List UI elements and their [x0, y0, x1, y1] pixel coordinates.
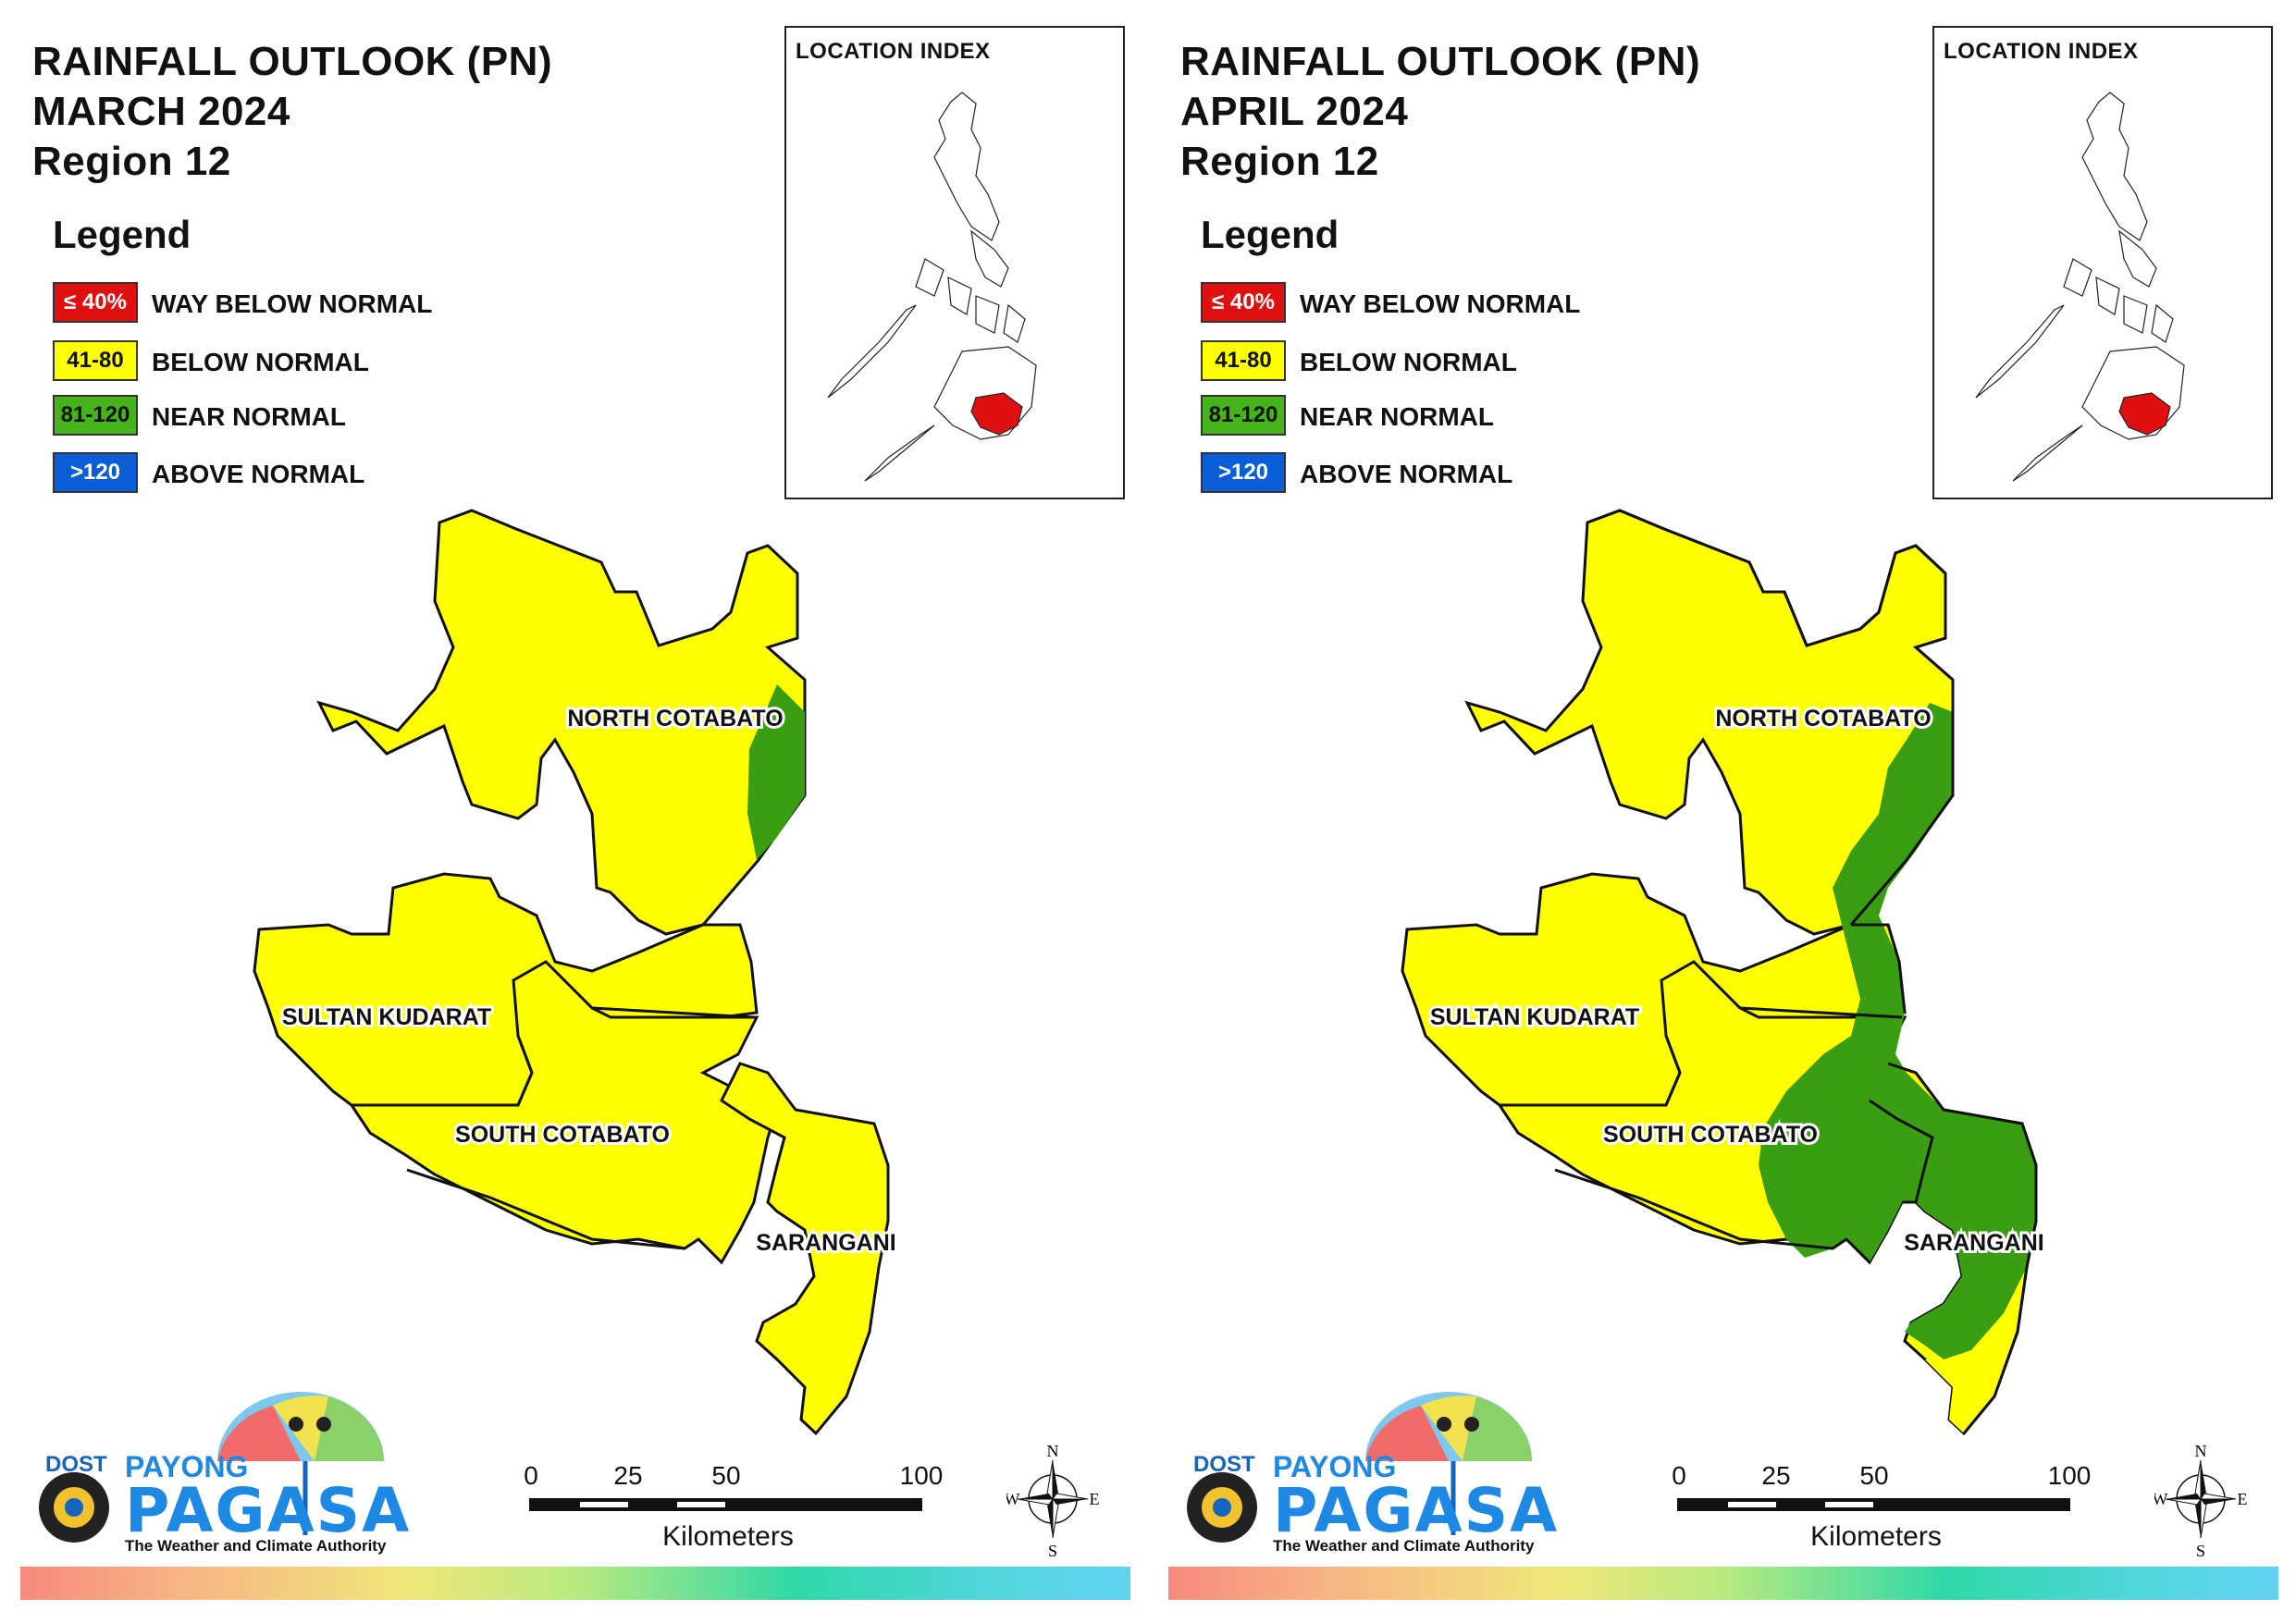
- scale-tick: 25: [1761, 1461, 1791, 1490]
- legend-swatch: 41-80: [53, 340, 138, 381]
- legend-swatch: 81-120: [1201, 395, 1286, 436]
- sarangani-south-tip: [1925, 1332, 2013, 1433]
- north-cotabato-area: [316, 509, 807, 936]
- svg-text:N: N: [2195, 1442, 2207, 1460]
- logo-payong: PAYONG: [125, 1450, 249, 1483]
- footer-color-bar: [1168, 1567, 2278, 1600]
- north-cotabato-near-normal: [747, 684, 805, 860]
- logo-dost: DOST: [45, 1452, 107, 1477]
- scale-tick: 50: [711, 1461, 741, 1490]
- region-map: NORTH COTABATO SULTAN KUDARAT SOUTH COTA…: [253, 509, 896, 1436]
- sarangani-area: [720, 1062, 890, 1436]
- title-line3: Region 12: [1180, 139, 1379, 184]
- umbrella-icon: [1187, 1392, 1532, 1543]
- compass-rose-icon: N S W E: [1005, 1438, 1100, 1560]
- svg-text:N: N: [1047, 1442, 1059, 1460]
- title-line2: APRIL 2024: [1180, 89, 1409, 134]
- scale-tick: 50: [1859, 1461, 1889, 1490]
- title-line1: RAINFALL OUTLOOK (PN): [32, 39, 553, 84]
- logo-tagline: The Weather and Climate Authority: [125, 1537, 387, 1555]
- legend-swatch: ≤ 40%: [1201, 282, 1286, 323]
- label-sarangani: SARANGANI: [756, 1230, 895, 1256]
- label-sultan-kudarat: SULTAN KUDARAT: [1430, 1004, 1639, 1030]
- legend-swatch: >120: [1201, 452, 1286, 493]
- location-index: LOCATION INDEX: [784, 26, 1125, 499]
- scale-tick: 25: [613, 1461, 643, 1490]
- scale-bar-graphic: [1677, 1498, 2070, 1511]
- legend-label: ABOVE NORMAL: [1300, 460, 1513, 488]
- footer-color-bar: [20, 1567, 1130, 1600]
- legend-swatch: 41-80: [1201, 340, 1286, 381]
- logo-tagline: The Weather and Climate Authority: [1273, 1537, 1535, 1555]
- label-north-cotabato: NORTH COTABATO: [1715, 706, 1931, 732]
- legend-label: WAY BELOW NORMAL: [152, 289, 433, 318]
- scale-unit: Kilometers: [662, 1521, 794, 1552]
- pagasa-logo: DOST PAYONG PAGASA The Weather and Clima…: [1180, 1387, 1557, 1572]
- svg-text:W: W: [2154, 1490, 2168, 1508]
- inset-title: LOCATION INDEX: [796, 39, 991, 64]
- legend-title: Legend: [53, 213, 191, 256]
- legend-swatch: ≤ 40%: [53, 282, 138, 323]
- scale-tick: 0: [1672, 1461, 1686, 1490]
- scale-tick: 100: [899, 1461, 944, 1490]
- label-south-cotabato: SOUTH COTABATO: [1603, 1122, 1818, 1148]
- philippines-map: [827, 92, 1037, 482]
- legend-label: BELOW NORMAL: [1300, 348, 1517, 376]
- label-north-cotabato: NORTH COTABATO: [567, 706, 783, 732]
- title-line1: RAINFALL OUTLOOK (PN): [1180, 39, 1701, 84]
- panel-april: RAINFALL OUTLOOK (PN) APRIL 2024 Region …: [1148, 0, 2296, 1623]
- logo-pagasa: PAGASA: [1273, 1475, 1560, 1546]
- scale-bar-graphic: [529, 1498, 922, 1511]
- logo-payong: PAYONG: [1273, 1450, 1397, 1483]
- svg-text:W: W: [1006, 1490, 1020, 1508]
- legend-label: ABOVE NORMAL: [152, 460, 365, 488]
- map-title: RAINFALL OUTLOOK (PN) APRIL 2024 Region …: [1180, 37, 1700, 187]
- region-12-highlight: [970, 392, 1023, 436]
- scale-tick: 100: [2047, 1461, 2092, 1490]
- title-line3: Region 12: [32, 139, 231, 184]
- svg-text:E: E: [1090, 1490, 1100, 1508]
- region-12-highlight: [2118, 392, 2171, 436]
- philippines-map: [1975, 92, 2185, 482]
- scale-bar: 0 25 50 100 Kilometers: [1672, 1461, 2091, 1554]
- label-sarangani: SARANGANI: [1904, 1230, 2043, 1256]
- compass-rose-icon: N S W E: [2153, 1438, 2248, 1560]
- legend-label: NEAR NORMAL: [1300, 402, 1494, 431]
- scale-tick: 0: [524, 1461, 538, 1490]
- label-sultan-kudarat: SULTAN KUDARAT: [282, 1004, 491, 1030]
- svg-text:E: E: [2238, 1490, 2248, 1508]
- scale-bar: 0 25 50 100 Kilometers: [524, 1461, 943, 1554]
- legend-label: NEAR NORMAL: [152, 402, 346, 431]
- umbrella-icon: [39, 1392, 384, 1543]
- logo-dost: DOST: [1193, 1452, 1255, 1477]
- near-normal-zone: [1759, 703, 2036, 1359]
- map-title: RAINFALL OUTLOOK (PN) MARCH 2024 Region …: [32, 37, 552, 187]
- label-south-cotabato: SOUTH COTABATO: [455, 1122, 670, 1148]
- logo-pagasa: PAGASA: [125, 1475, 412, 1546]
- panel-march: RAINFALL OUTLOOK (PN) MARCH 2024 Region …: [20, 26, 1130, 1600]
- svg-text:S: S: [1048, 1542, 1057, 1558]
- legend-swatch: 81-120: [53, 395, 138, 436]
- legend-label: BELOW NORMAL: [152, 348, 369, 376]
- scale-unit: Kilometers: [1810, 1521, 1942, 1552]
- legend-title: Legend: [1201, 213, 1339, 256]
- region-map: NORTH COTABATO SULTAN KUDARAT SOUTH COTA…: [1401, 509, 2047, 1436]
- title-line2: MARCH 2024: [32, 89, 290, 134]
- legend-swatch: >120: [53, 452, 138, 493]
- legend-label: WAY BELOW NORMAL: [1300, 289, 1581, 318]
- inset-title: LOCATION INDEX: [1944, 39, 2139, 64]
- south-cotabato-area: [349, 960, 779, 1265]
- svg-text:S: S: [2196, 1542, 2205, 1558]
- pagasa-logo: DOST PAYONG PAGASA The Weather and Clima…: [32, 1387, 409, 1572]
- location-index: LOCATION INDEX: [1932, 26, 2273, 499]
